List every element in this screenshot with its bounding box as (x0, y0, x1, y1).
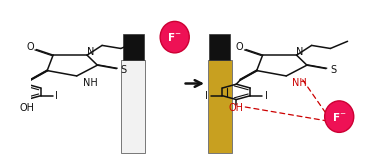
Text: S: S (121, 65, 127, 75)
Text: NH: NH (83, 78, 98, 88)
Text: S: S (330, 65, 336, 75)
Bar (208, 60, 231, 153)
Text: N: N (87, 47, 94, 57)
Bar (122, 34, 144, 60)
Text: N: N (296, 47, 304, 57)
Text: OH: OH (19, 103, 34, 113)
Text: OH: OH (229, 103, 244, 113)
Text: O: O (26, 42, 34, 52)
Text: F$^{-}$: F$^{-}$ (167, 31, 182, 43)
Ellipse shape (325, 101, 354, 132)
Text: I: I (55, 91, 58, 101)
Text: O: O (236, 42, 243, 52)
Text: NH: NH (293, 78, 307, 88)
Text: F$^{-}$: F$^{-}$ (332, 111, 347, 123)
Bar (121, 60, 145, 153)
Text: I: I (265, 91, 268, 101)
Bar (209, 34, 230, 60)
Text: I: I (205, 91, 208, 101)
Ellipse shape (160, 21, 189, 53)
